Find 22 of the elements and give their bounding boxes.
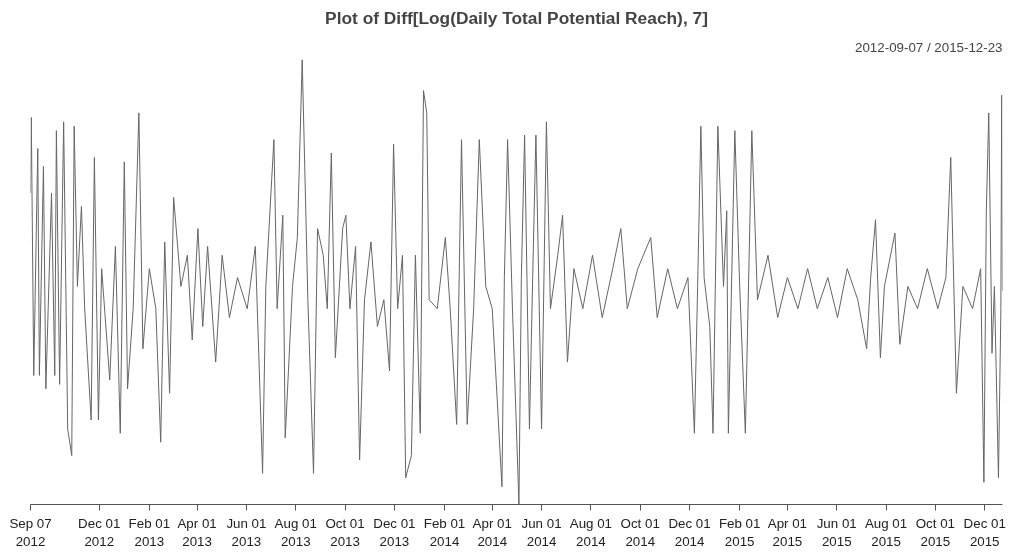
x-tick-label: Apr 01 2015	[767, 515, 808, 549]
x-tick-label: Feb 01 2014	[423, 515, 466, 549]
x-tick-label: Feb 01 2015	[718, 515, 761, 549]
x-tick-label: Dec 01 2015	[963, 515, 1006, 549]
x-tick-label: Jun 01 2014	[521, 515, 562, 549]
x-tick-label: Apr 01 2014	[472, 515, 512, 549]
x-tick-label: Jun 01 2013	[226, 515, 267, 549]
x-tick-label: Aug 01 2014	[569, 515, 613, 549]
x-tick-label: Aug 01 2015	[864, 515, 908, 549]
x-tick-label: Feb 01 2013	[128, 515, 171, 549]
x-tick-label: Oct 01 2015	[915, 515, 956, 549]
x-tick-label: Jun 01 2015	[816, 515, 857, 549]
x-tick-label: Apr 01 2013	[177, 515, 217, 549]
x-tick-label: Aug 01 2013	[274, 515, 317, 549]
x-tick-label: Oct 01 2013	[325, 515, 365, 549]
chart-title: Plot of Diff[Log(Daily Total Potential Reach), 7]	[325, 7, 708, 28]
x-tick-label: Dec 01 2014	[668, 515, 711, 549]
x-tick-label: Dec 01 2013	[373, 515, 416, 549]
x-tick-label: Sep 07 2012	[9, 515, 52, 549]
x-tick-label: Oct 01 2014	[620, 515, 660, 549]
chart-subtitle: 2012-09-07 / 2015-12-23	[855, 39, 1003, 55]
x-tick-label: Dec 01 2012	[78, 515, 121, 549]
